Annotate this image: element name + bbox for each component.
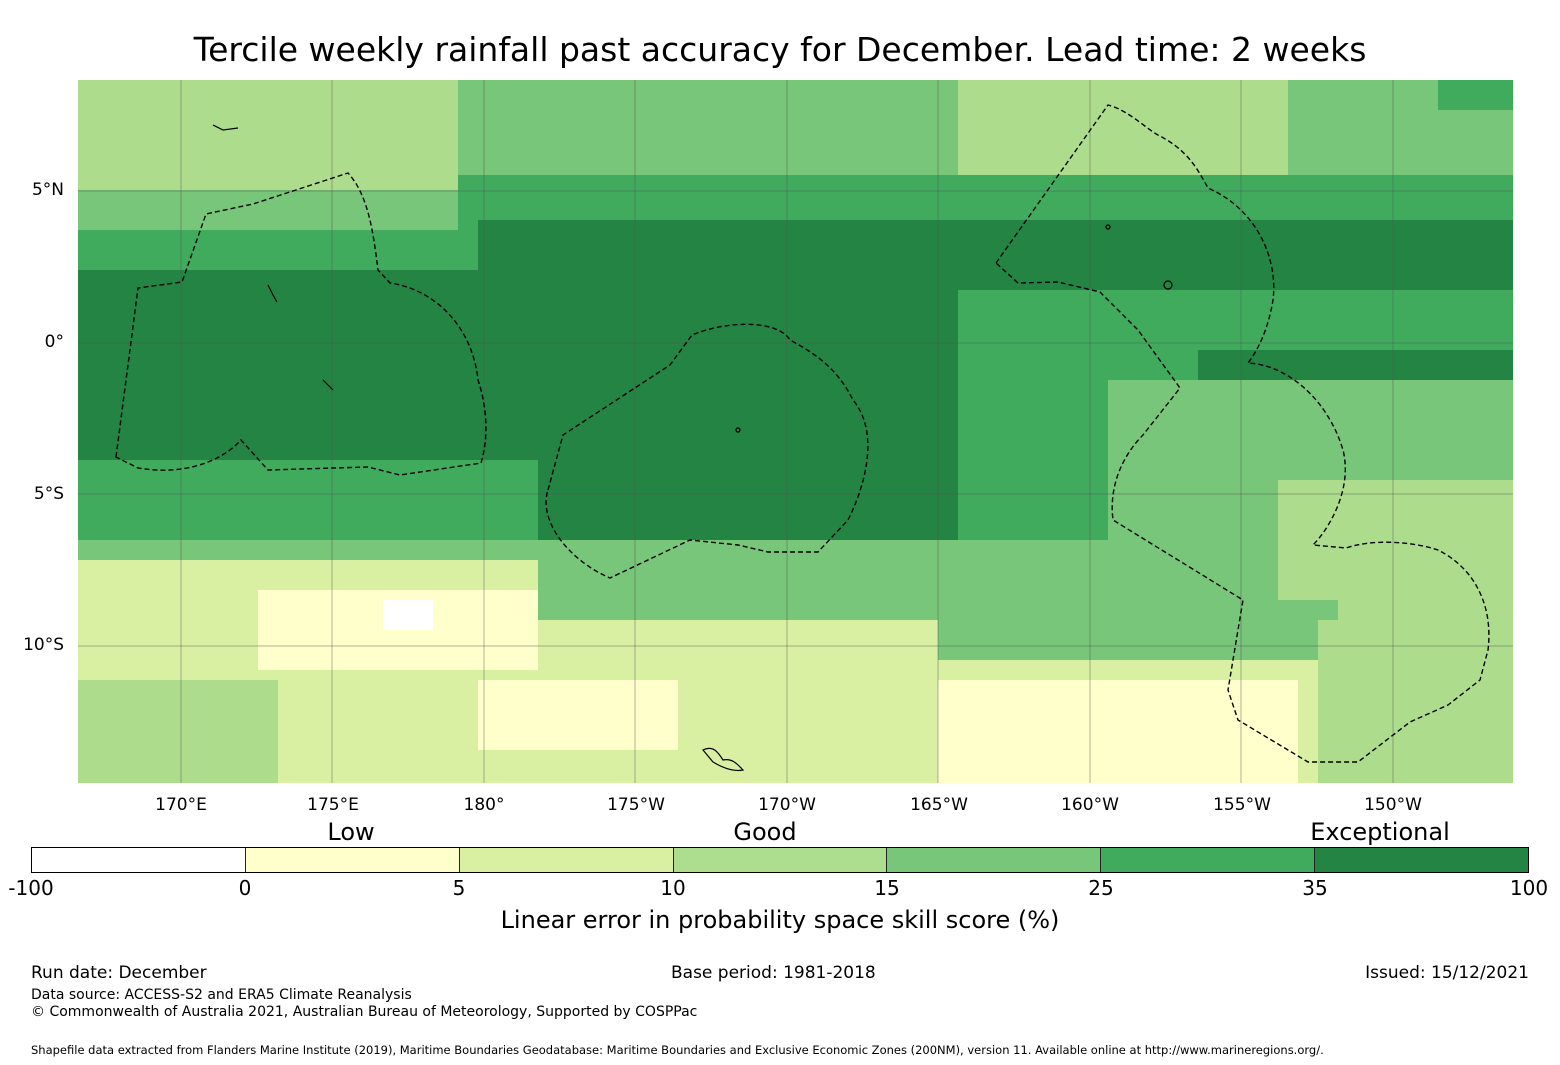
- band-vlight-3: [938, 680, 1298, 783]
- island-1: [702, 747, 745, 772]
- tick-label: 5: [452, 876, 466, 900]
- eez-kiribati-gilbert: [115, 172, 487, 476]
- band-medium-sw: [78, 680, 278, 783]
- graticule: [78, 80, 1513, 783]
- run-date: Run date: December: [31, 963, 207, 983]
- lon-label-165w: 165°W: [910, 795, 968, 815]
- lon-label-175w: 175°W: [607, 795, 665, 815]
- tick-label: 10: [660, 876, 686, 900]
- tick-label: 15: [874, 876, 900, 900]
- eez-line-islands: [995, 104, 1490, 763]
- issued-date: Issued: 15/12/2021: [1365, 963, 1529, 983]
- colorbar-seg-4: [887, 848, 1102, 872]
- category-good: Good: [733, 818, 797, 846]
- island-5: [1163, 280, 1173, 290]
- island-7: [1105, 224, 1111, 230]
- eez-boundaries: [115, 104, 1490, 763]
- lon-label-150w: 150°W: [1364, 795, 1422, 815]
- band-white-patch: [383, 600, 433, 630]
- band-green-2: [78, 230, 478, 270]
- band-north-mid: [458, 80, 958, 190]
- lat-label-0: 0°: [44, 332, 64, 352]
- lon-label-175e: 175°E: [307, 795, 359, 815]
- colorbar: [31, 847, 1529, 873]
- island-2: [267, 284, 278, 303]
- island-4: [212, 124, 239, 131]
- category-exceptional: Exceptional: [1310, 818, 1450, 846]
- colorbar-seg-1: [245, 848, 460, 872]
- colorbar-seg-0: [32, 848, 246, 872]
- band-mid-south-2: [938, 600, 1338, 660]
- data-source: Data source: ACCESS-S2 and ERA5 Climate …: [31, 987, 412, 1003]
- colorbar-title: Linear error in probability space skill …: [500, 906, 1060, 934]
- lat-label-5s: 5°S: [33, 484, 64, 504]
- chart-title: Tercile weekly rainfall past accuracy fo…: [193, 30, 1367, 69]
- band-medium-sse: [1318, 620, 1513, 783]
- lon-label-170w: 170°W: [758, 795, 816, 815]
- colorbar-seg-2: [459, 848, 674, 872]
- islands: [212, 124, 1173, 772]
- category-low: Low: [327, 818, 375, 846]
- lon-label-180: 180°: [463, 795, 505, 815]
- tick-label: -100: [8, 876, 54, 900]
- lat-label-10s: 10°S: [23, 635, 64, 655]
- tick-label: 0: [238, 876, 252, 900]
- colorbar-seg-3: [673, 848, 888, 872]
- colorbar-seg-5: [1101, 848, 1316, 872]
- lon-label-155w: 155°W: [1213, 795, 1271, 815]
- island-6: [735, 427, 741, 433]
- lon-label-160w: 160°W: [1061, 795, 1119, 815]
- band-green-ne-corner: [1438, 80, 1513, 110]
- lon-label-170e: 170°E: [155, 795, 207, 815]
- skill-bands: [78, 80, 1513, 783]
- shapefile-credit: Shapefile data extracted from Flanders M…: [31, 1043, 1324, 1057]
- island-3: [322, 379, 334, 391]
- eez-tokelau-central: [545, 323, 869, 579]
- band-medium-se: [1278, 480, 1513, 620]
- band-mid-east: [1108, 380, 1513, 470]
- lat-label-5n: 5°N: [31, 180, 64, 200]
- skill-map[interactable]: [78, 80, 1513, 783]
- map-canvas: [78, 80, 1513, 783]
- colorbar-seg-6: [1315, 848, 1529, 872]
- band-green-east: [958, 290, 1513, 350]
- base-period: Base period: 1981-2018: [671, 963, 876, 983]
- tick-label: 25: [1088, 876, 1114, 900]
- band-vlight-2: [478, 680, 678, 750]
- copyright: © Commonwealth of Australia 2021, Austra…: [31, 1004, 698, 1020]
- band-dark-north: [478, 220, 1513, 280]
- tick-label: 35: [1302, 876, 1328, 900]
- tick-label: 100: [1509, 876, 1549, 900]
